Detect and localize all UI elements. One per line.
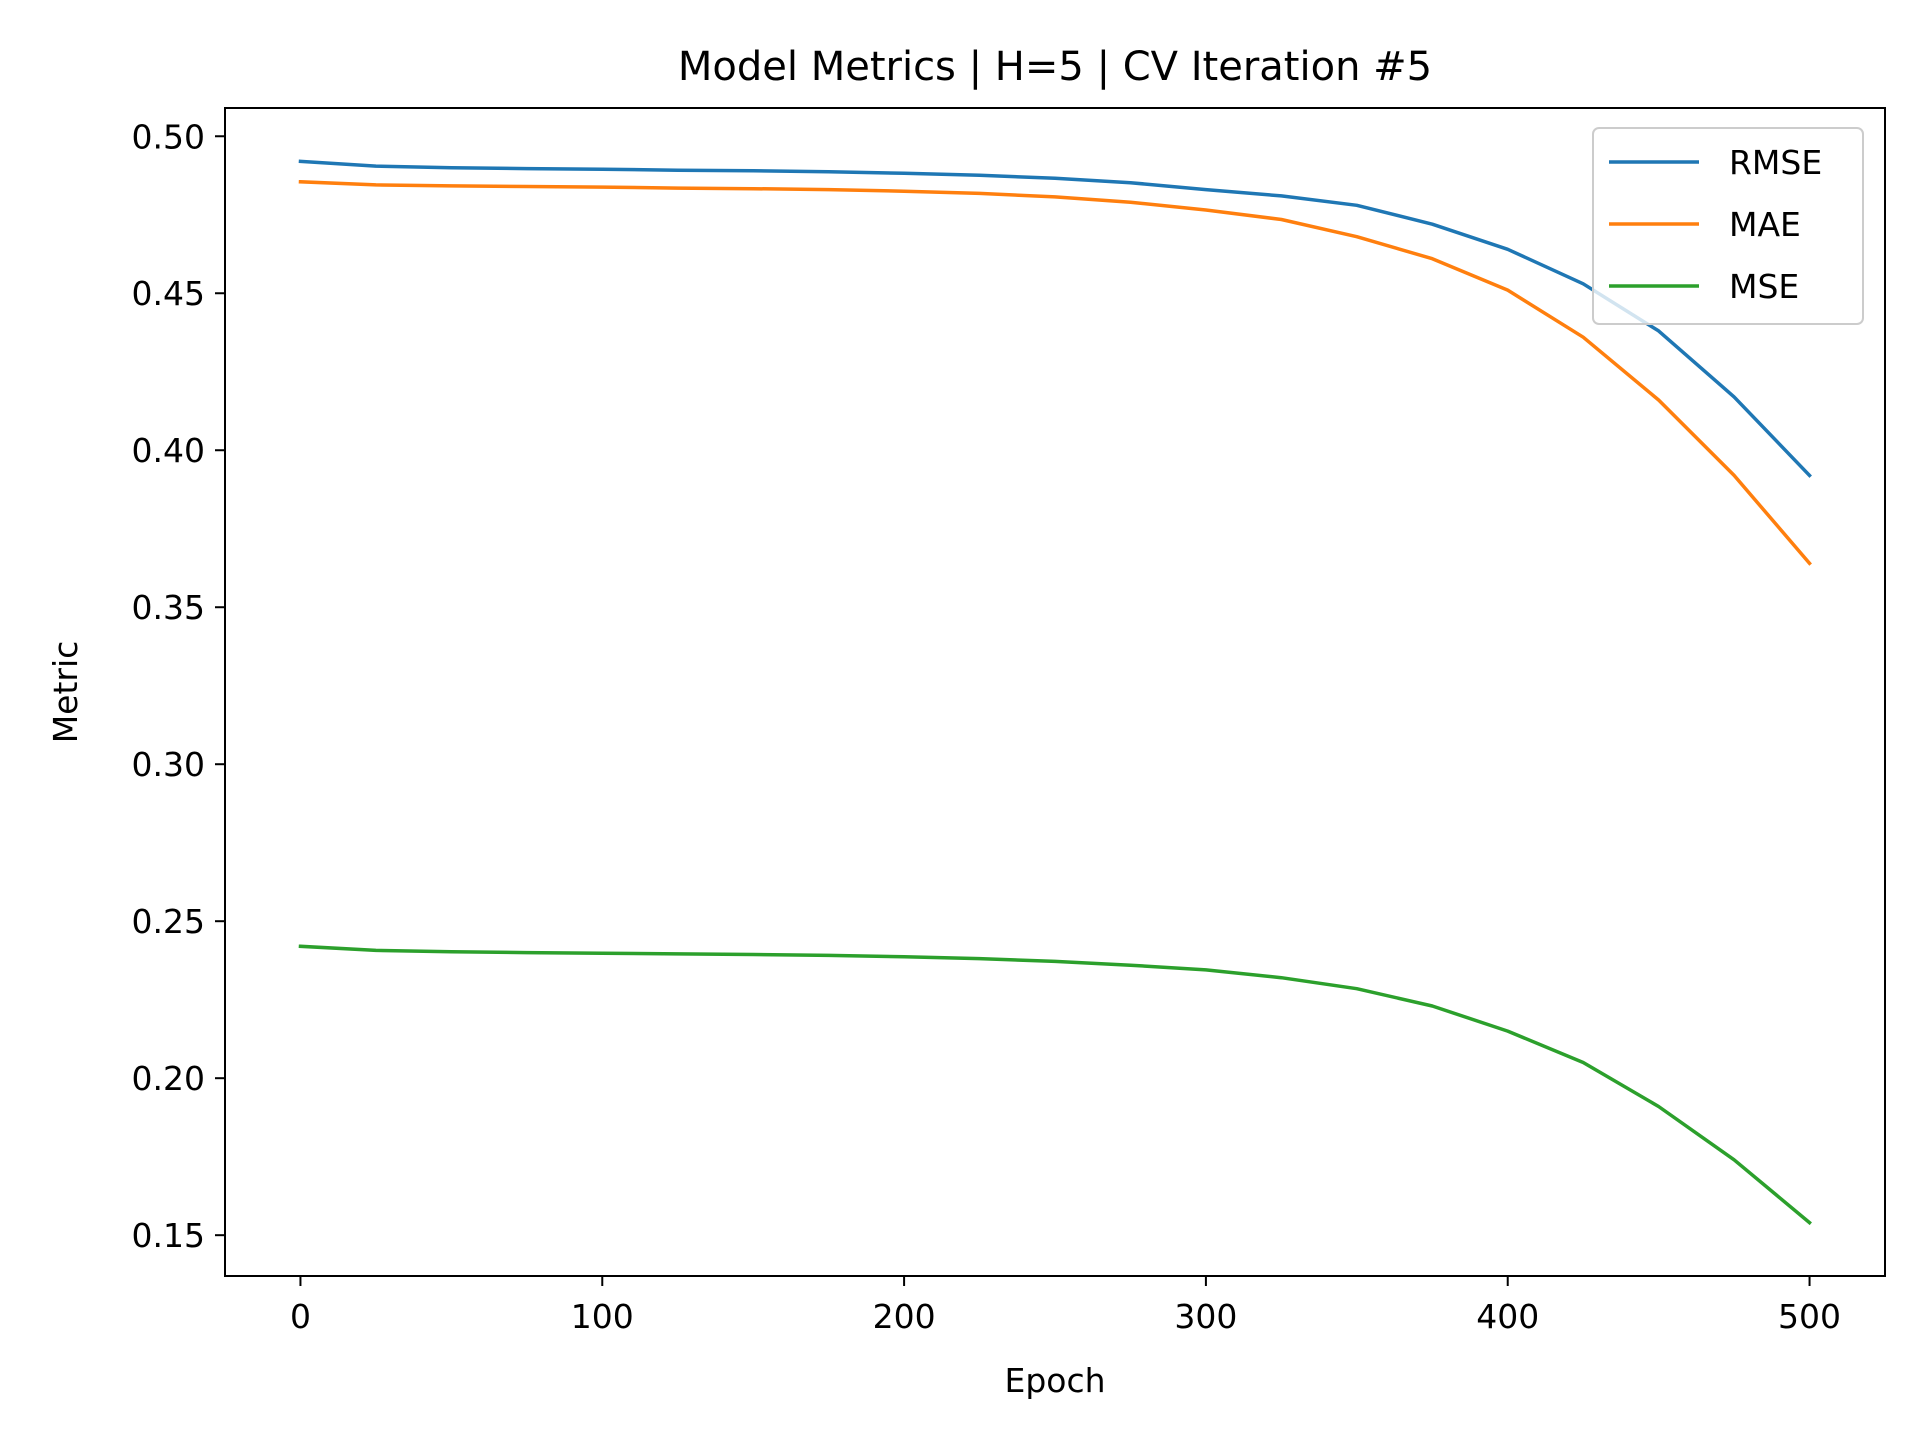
x-tick-label: 0 <box>290 1297 311 1336</box>
y-tick-label: 0.35 <box>132 588 205 627</box>
x-tick-label: 200 <box>873 1297 936 1336</box>
y-axis-label: Metric <box>46 641 85 744</box>
plot-frame <box>224 107 1886 1277</box>
series-line-mae <box>298 179 1812 566</box>
y-tick-label: 0.40 <box>132 431 205 470</box>
x-tick-label: 300 <box>1174 1297 1237 1336</box>
y-tick-label: 0.15 <box>132 1216 205 1255</box>
y-tick-label: 0.30 <box>132 745 205 784</box>
x-axis-label: Epoch <box>1004 1361 1105 1400</box>
y-axis-ticks: 0.15 0.20 0.25 0.30 0.35 0.40 0.45 0.50 <box>132 117 225 1255</box>
legend-box <box>1592 127 1864 325</box>
y-tick-label: 0.50 <box>132 117 205 156</box>
legend-label-mse: MSE <box>1729 267 1799 306</box>
series-layer <box>298 159 1812 1226</box>
y-tick-label: 0.45 <box>132 274 205 313</box>
x-axis-ticks: 0 100 200 300 400 500 <box>290 1276 1841 1336</box>
x-tick-label: 100 <box>571 1297 634 1336</box>
y-tick-label: 0.20 <box>132 1059 205 1098</box>
legend-label-rmse: RMSE <box>1729 143 1822 182</box>
series-line-mse <box>298 944 1812 1226</box>
x-tick-label: 400 <box>1476 1297 1539 1336</box>
x-tick-label: 500 <box>1778 1297 1841 1336</box>
series-line-rmse <box>298 159 1812 478</box>
legend: RMSE MAE MSE <box>1592 127 1864 325</box>
y-tick-label: 0.25 <box>132 902 205 941</box>
legend-label-mae: MAE <box>1729 205 1801 244</box>
chart-title: Model Metrics | H=5 | CV Iteration #5 <box>678 44 1432 90</box>
